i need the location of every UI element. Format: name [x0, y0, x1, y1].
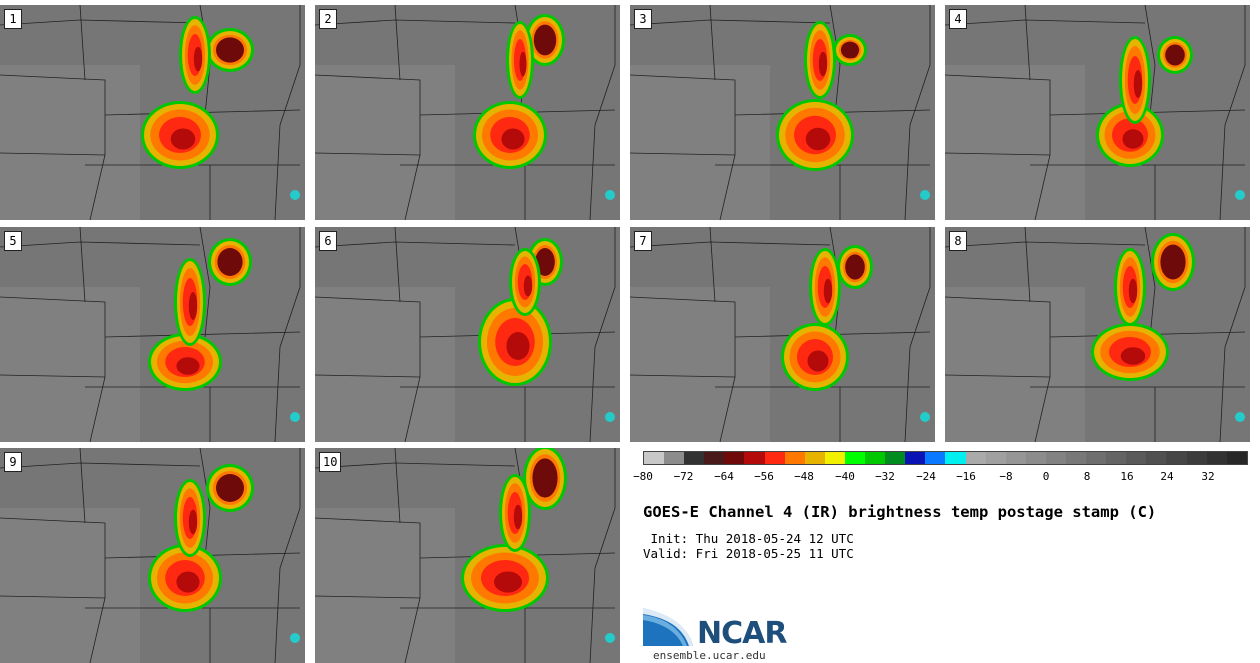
colorbar-tick: −8	[999, 470, 1013, 483]
colorbar-tick: −64	[714, 470, 734, 483]
colorbar-segment	[985, 452, 1006, 464]
colorbar-segment	[664, 452, 685, 464]
logo-text: NCAR	[697, 616, 787, 651]
colorbar-tick: −32	[875, 470, 895, 483]
forecast-panel-5: 5	[0, 227, 305, 442]
colorbar-segment	[1186, 452, 1207, 464]
forecast-panel-1: 1	[0, 5, 305, 220]
colorbar-segment	[724, 452, 745, 464]
panel-number-label: 9	[4, 452, 22, 472]
colorbar-segment	[1146, 452, 1167, 464]
forecast-panel-8: 8	[945, 227, 1250, 442]
colorbar-segment	[684, 452, 705, 464]
colorbar-segment	[1106, 452, 1127, 464]
colorbar-segment	[1065, 452, 1087, 464]
satellite-image-8	[945, 227, 1246, 442]
forecast-panel-2: 2	[315, 5, 620, 220]
colorbar-segment	[1045, 452, 1066, 464]
panel-number-label: 2	[319, 9, 337, 29]
satellite-image-3	[630, 5, 931, 220]
colorbar-segment	[1226, 452, 1247, 464]
colorbar-tick: −24	[916, 470, 936, 483]
colorbar-segment	[744, 452, 765, 464]
init-time: Init: Thu 2018-05-24 12 UTC	[643, 531, 854, 546]
colorbar-tick: −16	[956, 470, 976, 483]
satellite-image-1	[0, 5, 301, 220]
colorbar-tick: −56	[754, 470, 774, 483]
satellite-image-4	[945, 5, 1246, 220]
panel-number-label: 1	[4, 9, 22, 29]
colorbar-tick: −40	[835, 470, 855, 483]
colorbar-tick: 24	[1160, 470, 1174, 483]
colorbar-segment	[784, 452, 805, 464]
forecast-panel-3: 3	[630, 5, 935, 220]
colorbar-segment	[885, 452, 906, 464]
colorbar-segment	[1025, 452, 1046, 464]
colorbar-segment	[704, 452, 725, 464]
colorbar-segment	[1086, 452, 1107, 464]
colorbar-tick: 8	[1083, 470, 1091, 483]
logo-url: ensemble.ucar.edu	[653, 649, 766, 662]
colorbar-segment	[945, 452, 966, 464]
colorbar-segment	[1206, 452, 1227, 464]
colorbar-tick: 16	[1120, 470, 1134, 483]
satellite-image-10	[315, 448, 616, 663]
colorbar-segment	[965, 452, 986, 464]
colorbar-tick-labels: −80 −72 −64 −56 −48 −40 −32 −24 −16 −8 0 8 16 24 32	[633, 470, 1248, 486]
colorbar-tick: −48	[794, 470, 814, 483]
temperature-colorbar	[643, 451, 1248, 465]
colorbar-segment	[644, 452, 665, 464]
colorbar-segment	[1126, 452, 1147, 464]
colorbar-segment	[925, 452, 946, 464]
panel-number-label: 4	[949, 9, 967, 29]
panel-number-label: 5	[4, 231, 22, 251]
panel-number-label: 7	[634, 231, 652, 251]
satellite-image-7	[630, 227, 931, 442]
ncar-logo-icon	[643, 608, 693, 646]
forecast-panel-7: 7	[630, 227, 935, 442]
colorbar-segment	[764, 452, 785, 464]
colorbar-segment	[865, 452, 886, 464]
satellite-image-5	[0, 227, 301, 442]
panel-number-label: 6	[319, 231, 337, 251]
colorbar-segment	[824, 452, 845, 464]
colorbar-tick: 32	[1201, 470, 1215, 483]
panel-number-label: 3	[634, 9, 652, 29]
product-title: GOES-E Channel 4 (IR) brightness temp po…	[643, 503, 1157, 521]
satellite-image-2	[315, 5, 616, 220]
satellite-image-6	[315, 227, 616, 442]
forecast-panel-9: 9	[0, 448, 305, 663]
colorbar-segment	[905, 452, 926, 464]
colorbar-tick: −80	[633, 470, 653, 483]
panel-number-label: 10	[319, 452, 342, 472]
colorbar-segment	[804, 452, 825, 464]
colorbar-tick: −72	[673, 470, 694, 483]
colorbar-tick: 0	[1042, 470, 1050, 483]
forecast-panel-10: 10	[315, 448, 620, 663]
panel-number-label: 8	[949, 231, 967, 251]
satellite-image-9	[0, 448, 301, 663]
forecast-panel-6: 6	[315, 227, 620, 442]
colorbar-segment	[1005, 452, 1026, 464]
valid-time: Valid: Fri 2018-05-25 11 UTC	[643, 546, 854, 561]
colorbar-segment	[1166, 452, 1187, 464]
forecast-panel-4: 4	[945, 5, 1250, 220]
colorbar-segment	[844, 452, 866, 464]
